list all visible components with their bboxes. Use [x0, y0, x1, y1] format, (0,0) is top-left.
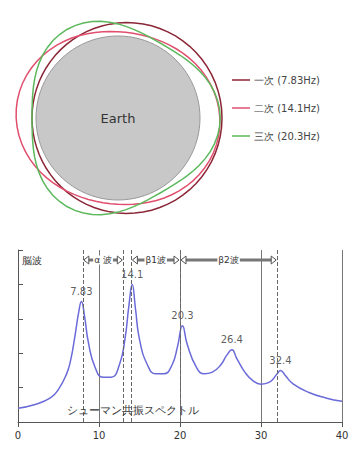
svg-text:10: 10: [93, 430, 106, 441]
svg-text:20.3: 20.3: [171, 310, 193, 321]
svg-text:7.83: 7.83: [70, 286, 92, 297]
svg-text:α 波: α 波: [94, 255, 112, 265]
svg-text:0: 0: [15, 430, 21, 441]
svg-text:26.4: 26.4: [221, 334, 243, 345]
svg-text:β2波: β2波: [218, 255, 238, 265]
svg-text:二次 (14.1Hz): 二次 (14.1Hz): [254, 103, 320, 114]
svg-text:シューマン共振スペクトル: シューマン共振スペクトル: [67, 404, 199, 417]
svg-text:30: 30: [255, 430, 268, 441]
svg-text:脳波: 脳波: [22, 255, 42, 266]
svg-text:40: 40: [336, 430, 349, 441]
svg-text:14.1: 14.1: [121, 269, 143, 280]
svg-text:一次 (7.83Hz): 一次 (7.83Hz): [254, 75, 320, 86]
svg-text:β1波: β1波: [145, 255, 165, 265]
svg-text:20: 20: [174, 430, 187, 441]
svg-text:32.4: 32.4: [269, 355, 291, 366]
svg-text:Earth: Earth: [101, 111, 136, 126]
svg-text:三次 (20.3Hz): 三次 (20.3Hz): [254, 131, 320, 142]
